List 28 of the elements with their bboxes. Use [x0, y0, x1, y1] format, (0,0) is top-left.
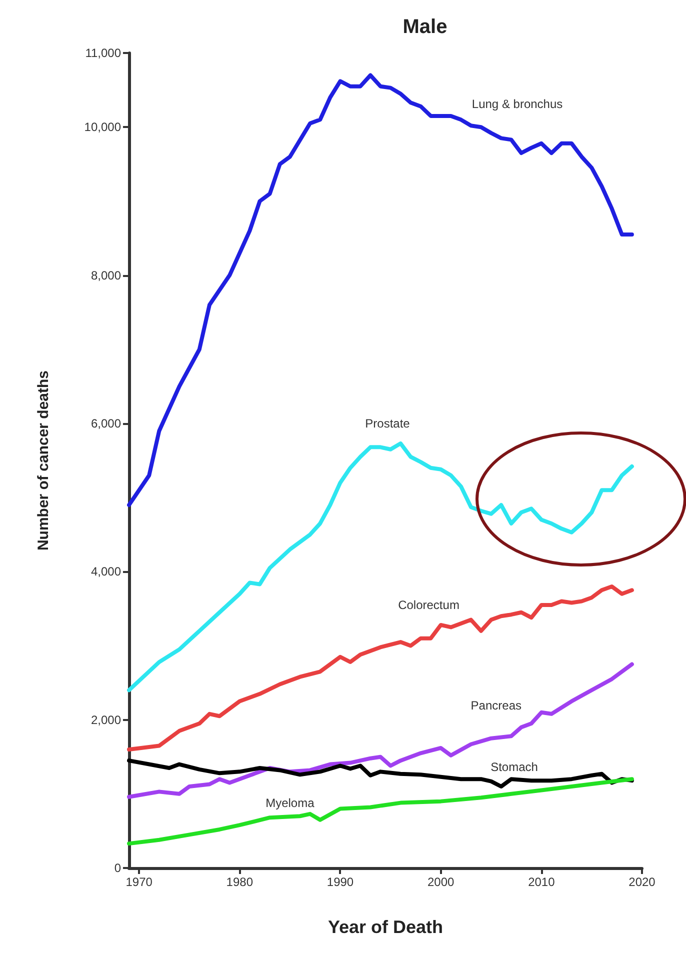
line-series [127, 662, 634, 799]
line-series [127, 73, 634, 507]
x-tick-label: 2010 [528, 875, 556, 889]
line-series [127, 441, 634, 692]
series-label: Prostate [365, 416, 410, 430]
line-series [127, 777, 634, 846]
series-label: Myeloma [266, 796, 315, 810]
series-label: Pancreas [470, 698, 522, 713]
x-tick-label: 1980 [226, 875, 254, 889]
y-tick-label: 2,000 [90, 712, 122, 727]
series-label: Colorectum [398, 598, 460, 612]
line-series [127, 758, 634, 788]
chart-title: Male [402, 16, 448, 38]
x-tick-label: 2000 [427, 875, 454, 889]
y-tick-label: 11,000 [85, 46, 122, 60]
x-tick-label: 1990 [326, 875, 354, 889]
y-tick-label: 10,000 [84, 120, 122, 134]
y-tick-label: 6,000 [90, 416, 122, 430]
x-axis-title: Year of Death [328, 917, 444, 937]
x-tick-label: 2020 [628, 875, 656, 889]
y-tick-label: 0 [114, 861, 122, 875]
x-tick-label: 1970 [126, 875, 153, 889]
y-tick-label: 4,000 [90, 564, 122, 579]
line-series [127, 584, 634, 752]
y-axis-title: Number of cancer deaths [35, 370, 52, 551]
series-label: Stomach [490, 760, 538, 774]
y-tick-label: 8,000 [90, 268, 122, 282]
series-label: Lung & bronchus [472, 97, 563, 112]
